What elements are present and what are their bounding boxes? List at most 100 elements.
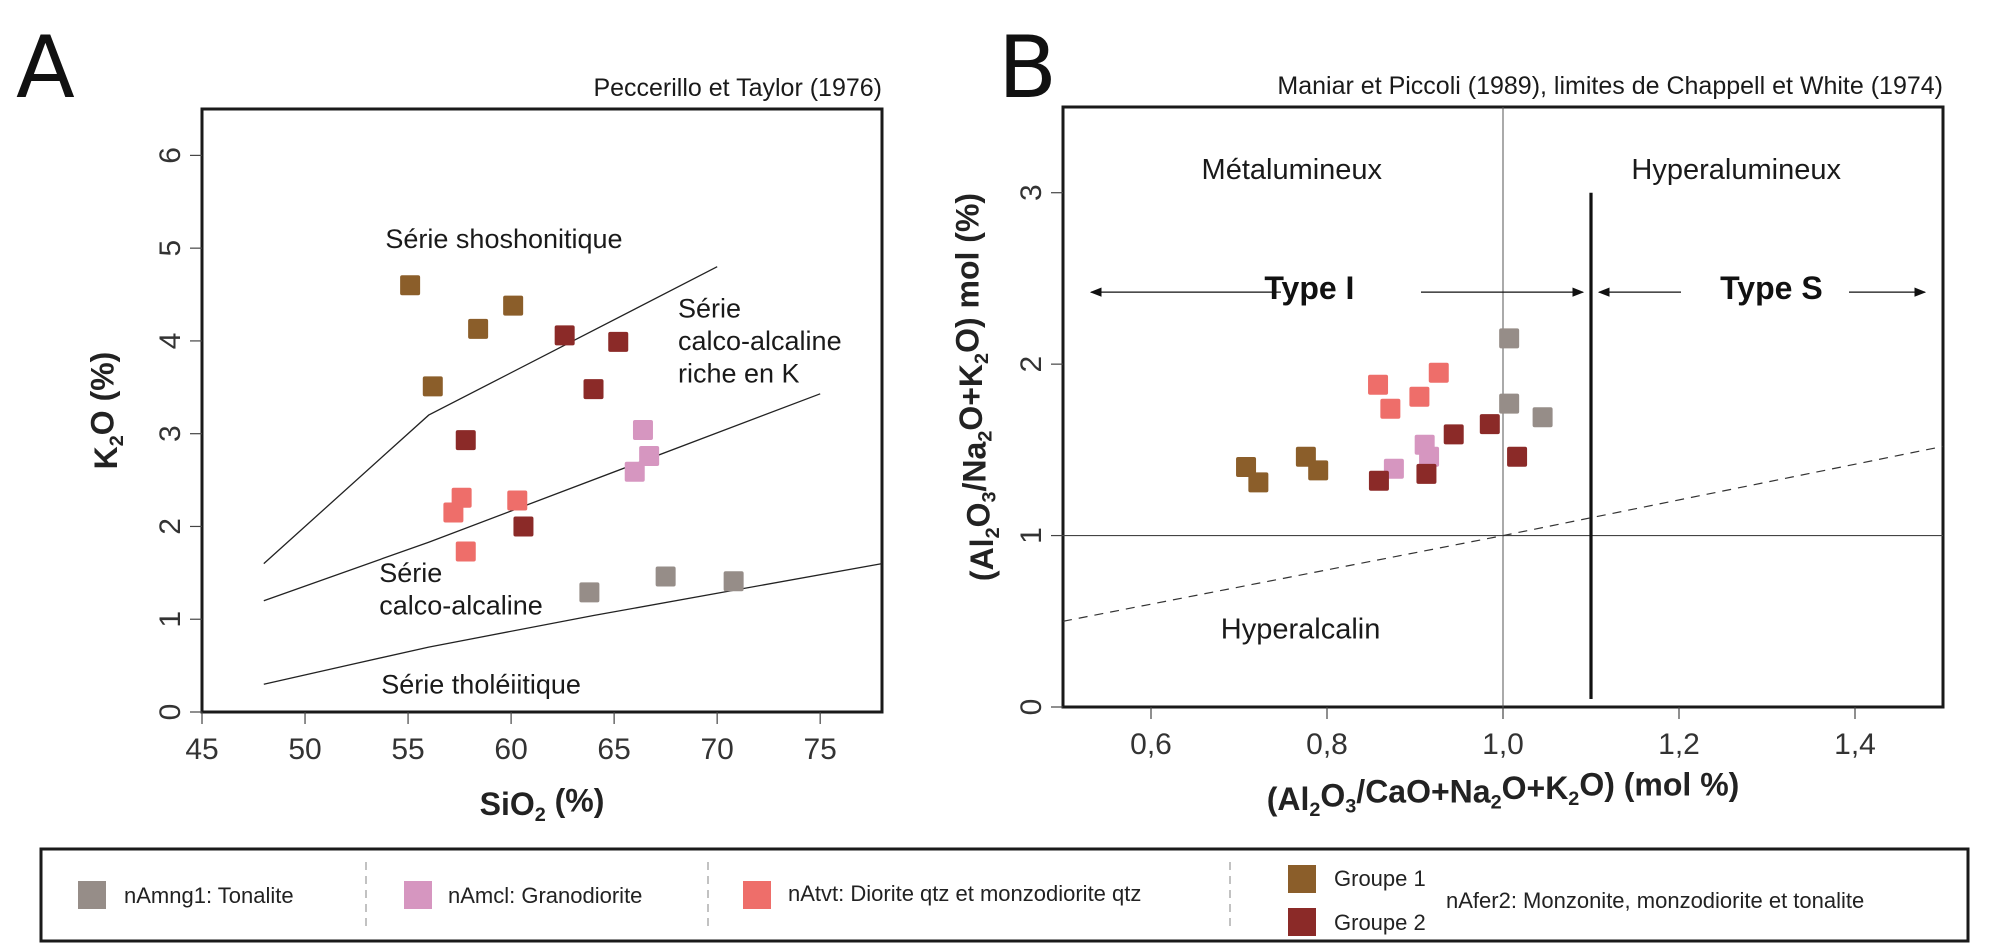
- series-nAmcl: [624, 419, 660, 482]
- subscript: 2: [106, 435, 128, 446]
- annotation-line: calco-alcaline: [678, 326, 842, 356]
- subscript: 2: [1309, 799, 1320, 821]
- subscript: 2: [1491, 792, 1502, 814]
- data-point: [468, 318, 489, 339]
- y-tick-label: 0: [1015, 699, 1048, 716]
- legend-label-nafer2: nAfer2: Monzonite, monzodiorite et tonal…: [1446, 888, 1864, 913]
- data-point: [583, 379, 604, 400]
- shoshonitic-boundary: [263, 266, 718, 565]
- data-point: [579, 582, 600, 603]
- peralkaline-dashed-boundary: [1062, 445, 1944, 622]
- x-axis-label: (Al2O3/CaO+Na2O+K2O) (mol %): [1267, 766, 1740, 821]
- legend-swatch-namng1: [78, 881, 106, 909]
- legend-swatch-namcl: [404, 881, 432, 909]
- data-point: [400, 275, 421, 296]
- data-point: [1507, 446, 1528, 467]
- y-axis-label: K2O (%): [84, 352, 128, 470]
- y-tick-label: 1: [1015, 527, 1048, 544]
- label-part: O: [960, 502, 996, 527]
- label-part: /Na: [957, 441, 993, 491]
- data-point: [443, 502, 464, 523]
- annotation-line: Série shoshonitique: [385, 224, 622, 254]
- annotation-metalumineux: Métalumineux: [1202, 154, 1383, 186]
- subscript: 2: [982, 527, 1004, 538]
- series-nAmcl: [1383, 434, 1440, 479]
- legend-label-namcl: nAmcl: Granodiorite: [448, 883, 642, 908]
- legend: nAmng1: Tonalite nAmcl: Granodiorite nAt…: [39, 847, 1970, 943]
- data-point: [1380, 398, 1401, 419]
- annotation-type-i: Type I: [1264, 270, 1354, 306]
- y-tick-label: 4: [154, 333, 187, 350]
- x-tick-label: 70: [700, 733, 733, 766]
- x-tick-label: 75: [803, 733, 836, 766]
- data-point: [455, 541, 476, 562]
- label-part: O (%): [84, 352, 120, 436]
- annotation-type-s: Type S: [1720, 270, 1823, 306]
- x-tick-label: 50: [288, 733, 321, 766]
- label-part: O) mol (%): [949, 193, 985, 353]
- legend-label-natvt: nAtvt: Diorite qtz et monzodiorite qtz: [788, 881, 1141, 906]
- legend-swatch-groupe1: [1288, 865, 1316, 893]
- label-part: O+K: [953, 364, 989, 431]
- data-point: [1532, 407, 1553, 428]
- legend-label-namng1: nAmng1: Tonalite: [124, 883, 294, 908]
- x-axis-label: SiO2 (%): [480, 782, 605, 826]
- data-point: [624, 461, 645, 482]
- label-part: O: [1320, 777, 1345, 813]
- label-part: K: [88, 446, 124, 469]
- series-groupe1: [1236, 446, 1329, 493]
- y-tick-label: 1: [154, 611, 187, 628]
- annotation-line: calco-alcaline: [379, 591, 543, 621]
- label-part: (%): [546, 782, 605, 818]
- data-point: [1419, 446, 1440, 467]
- annotation-line: Série: [678, 294, 741, 324]
- annotation-serie-calco-alcaline: Série calco-alcaline: [379, 558, 543, 620]
- tholeiitic-boundary: [263, 562, 883, 685]
- data-point: [608, 331, 629, 352]
- annotation-serie-tholeiitique: Série tholéiitique: [381, 669, 581, 699]
- data-point: [1479, 414, 1500, 435]
- data-point: [1443, 424, 1464, 445]
- x-tick-label: 1,2: [1658, 728, 1700, 761]
- data-point: [1236, 457, 1257, 477]
- x-tick-label: 45: [185, 733, 218, 766]
- series-groupe2: [1368, 414, 1528, 491]
- data-point: [1308, 460, 1329, 481]
- subscript: 2: [975, 431, 997, 442]
- data-point: [1499, 393, 1520, 414]
- x-tick-label: 60: [494, 733, 527, 766]
- data-point: [507, 490, 528, 511]
- data-point: [1248, 472, 1269, 493]
- y-tick-label: 5: [154, 240, 187, 257]
- high-k-boundary: [263, 393, 821, 602]
- subscript: 2: [535, 804, 546, 826]
- annotation-hyperalumineux: Hyperalumineux: [1631, 154, 1841, 186]
- y-axis-label: (Al2O3/Na2O+K2O) mol (%): [949, 193, 1004, 581]
- chart-a-title: Peccerillo et Taylor (1976): [593, 74, 882, 102]
- x-tick-label: 0,8: [1306, 728, 1348, 761]
- y-tick-label: 3: [1015, 184, 1048, 201]
- x-tick-label: 0,6: [1130, 728, 1172, 761]
- data-point: [1368, 470, 1389, 491]
- data-point: [1499, 328, 1520, 349]
- legend-label-groupe2: Groupe 2: [1334, 910, 1426, 935]
- data-point: [639, 445, 660, 466]
- legend-frame: [39, 847, 1970, 943]
- x-tick-label: 1,0: [1482, 728, 1524, 761]
- x-tick-label: 65: [597, 733, 630, 766]
- panel-letter-b: B: [998, 18, 1057, 118]
- y-tick-label: 6: [154, 147, 187, 164]
- label-part: SiO: [480, 786, 535, 822]
- data-point: [1428, 362, 1449, 383]
- label-part: O+K: [1502, 770, 1569, 806]
- y-tick-label: 3: [154, 425, 187, 442]
- series-nAmng1: [579, 566, 744, 603]
- plot-frame: [200, 107, 884, 714]
- subscript: 3: [1345, 795, 1356, 817]
- series-nAtvt: [1368, 362, 1449, 419]
- series-nAtvt: [443, 487, 528, 562]
- data-point: [455, 430, 476, 451]
- data-point: [554, 325, 575, 346]
- y-tick-label: 2: [1015, 356, 1048, 373]
